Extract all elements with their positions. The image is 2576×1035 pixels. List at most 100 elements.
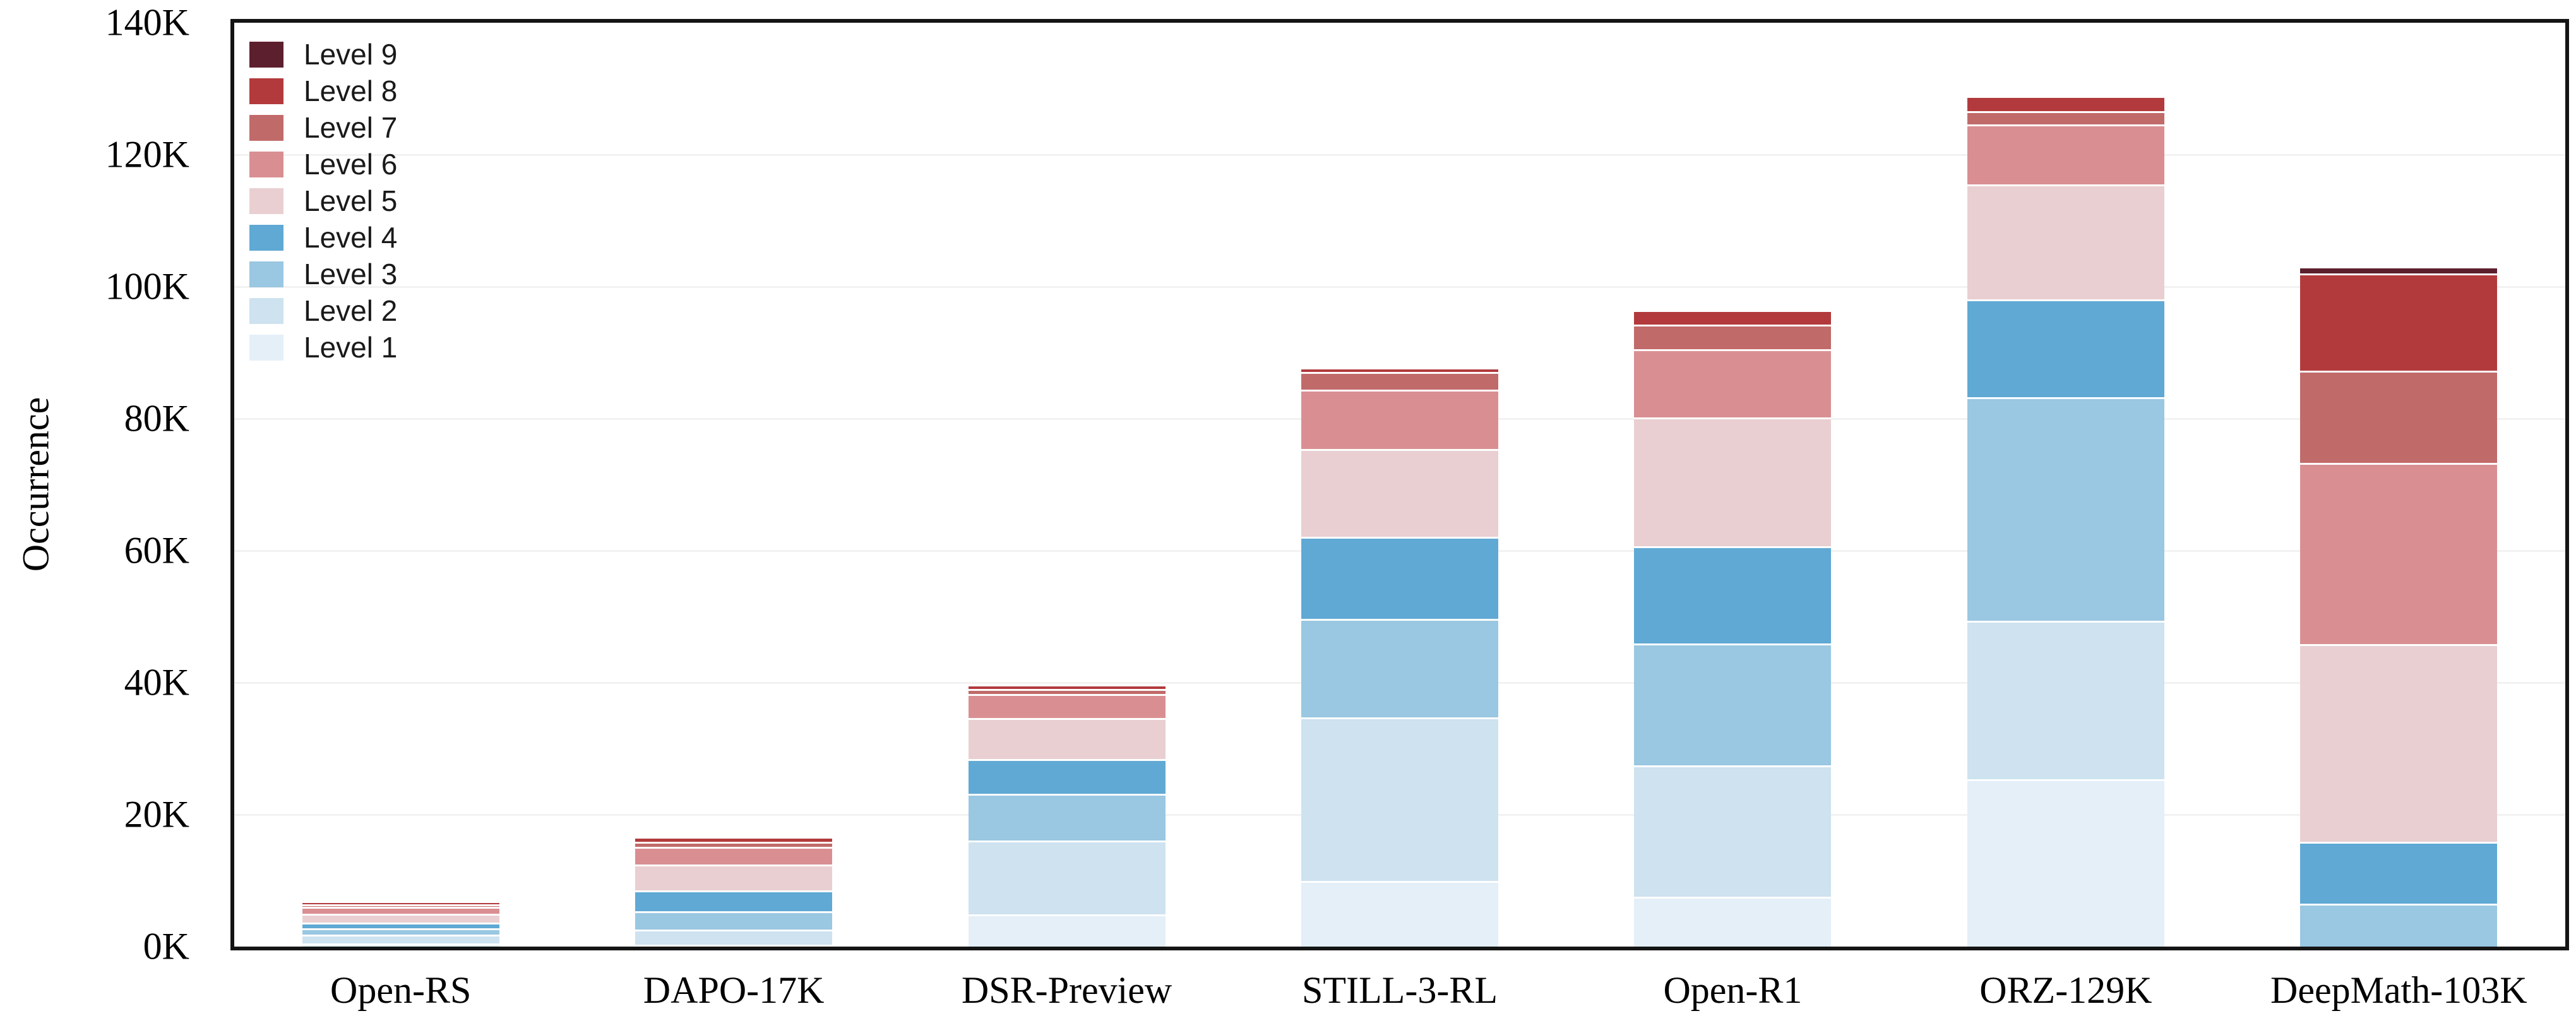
legend-item-level-4: Level 4 bbox=[249, 219, 397, 256]
legend-item-level-5: Level 5 bbox=[249, 182, 397, 219]
bar-dapo-17k-segment-level-5 bbox=[635, 864, 833, 891]
bar-deepmath-103k-segment-level-7 bbox=[2300, 370, 2498, 464]
bar-open-r1-segment-level-5 bbox=[1634, 417, 1832, 546]
gridline-120k bbox=[234, 154, 2565, 156]
bar-dsr-preview-segment-level-7 bbox=[968, 689, 1166, 694]
bar-still-3-rl-segment-level-8 bbox=[1301, 368, 1498, 372]
bar-orz-129k-segment-level-4 bbox=[1967, 299, 2164, 397]
bar-dsr-preview-segment-level-4 bbox=[968, 759, 1166, 794]
bar-deepmath-103k-segment-level-4 bbox=[2300, 841, 2498, 904]
legend-label-level-6: Level 6 bbox=[304, 148, 398, 181]
bar-dapo-17k-segment-level-3 bbox=[635, 911, 833, 930]
legend-label-level-2: Level 2 bbox=[304, 294, 398, 327]
bar-dapo-17k-segment-level-8 bbox=[635, 836, 833, 842]
x-tick-deepmath-103k: DeepMath-103K bbox=[2270, 969, 2527, 1011]
bar-still-3-rl-segment-level-1 bbox=[1301, 880, 1498, 947]
bar-open-rs-segment-level-4 bbox=[302, 922, 499, 928]
bar-deepmath-103k-segment-level-6 bbox=[2300, 463, 2498, 645]
bar-deepmath-103k-segment-level-8 bbox=[2300, 273, 2498, 371]
bar-open-rs-segment-level-2 bbox=[302, 935, 499, 944]
x-tick-still-3-rl: STILL-3-RL bbox=[1302, 969, 1498, 1011]
bar-open-r1-segment-level-8 bbox=[1634, 309, 1832, 325]
legend-swatch-level-2 bbox=[249, 297, 283, 324]
legend-label-level-7: Level 7 bbox=[304, 111, 398, 144]
bar-dapo-17k-segment-level-2 bbox=[635, 930, 833, 945]
y-tick-80k: 80K bbox=[124, 397, 189, 440]
bar-deepmath-103k-segment-level-9 bbox=[2300, 266, 2498, 274]
x-tick-dapo-17k: DAPO-17K bbox=[643, 969, 825, 1011]
bar-open-r1-segment-level-7 bbox=[1634, 324, 1832, 350]
bar-open-rs-segment-level-6 bbox=[302, 906, 499, 914]
bar-dapo-17k-segment-level-1 bbox=[635, 945, 833, 947]
bar-deepmath-103k-segment-level-5 bbox=[2300, 644, 2498, 842]
bar-open-r1-segment-level-2 bbox=[1634, 765, 1832, 897]
x-tick-dsr-preview: DSR-Preview bbox=[961, 969, 1172, 1011]
legend-item-level-9: Level 9 bbox=[249, 36, 397, 73]
legend-swatch-level-1 bbox=[249, 334, 283, 361]
bar-dapo-17k-segment-level-4 bbox=[635, 890, 833, 911]
legend-item-level-3: Level 3 bbox=[249, 256, 397, 292]
legend-label-level-1: Level 1 bbox=[304, 331, 398, 364]
bar-still-3-rl-segment-level-7 bbox=[1301, 371, 1498, 390]
bar-dapo-17k-segment-level-7 bbox=[635, 841, 833, 847]
legend-item-level-2: Level 2 bbox=[249, 292, 397, 329]
legend: Level 9 Level 8 Level 7 Level 6 Level 5 Level… bbox=[249, 36, 397, 366]
legend-item-level-7: Level 7 bbox=[249, 109, 397, 146]
y-tick-20k: 20K bbox=[124, 793, 189, 835]
bar-deepmath-103k-segment-level-3 bbox=[2300, 904, 2498, 947]
y-tick-120k: 120K bbox=[105, 133, 189, 176]
bar-open-r1-segment-level-1 bbox=[1634, 896, 1832, 947]
bar-open-rs-segment-level-3 bbox=[302, 928, 499, 935]
bar-open-rs-segment-level-8 bbox=[302, 900, 499, 905]
x-tick-open-rs: Open-RS bbox=[330, 969, 472, 1011]
legend-swatch-level-8 bbox=[249, 78, 283, 104]
legend-label-level-3: Level 3 bbox=[304, 258, 398, 290]
bar-orz-129k-segment-level-3 bbox=[1967, 397, 2164, 621]
bar-open-rs-segment-level-5 bbox=[302, 914, 499, 923]
legend-label-level-5: Level 5 bbox=[304, 184, 398, 217]
y-tick-0k: 0K bbox=[143, 925, 189, 967]
bar-orz-129k-segment-level-6 bbox=[1967, 124, 2164, 185]
y-tick-60k: 60K bbox=[124, 529, 189, 571]
legend-swatch-level-4 bbox=[249, 224, 283, 251]
bar-dsr-preview-segment-level-1 bbox=[968, 914, 1166, 947]
bar-open-r1-segment-level-6 bbox=[1634, 349, 1832, 417]
legend-swatch-level-7 bbox=[249, 114, 283, 141]
legend-item-level-8: Level 8 bbox=[249, 73, 397, 109]
bar-dsr-preview-segment-level-5 bbox=[968, 717, 1166, 760]
bar-open-r1-segment-level-3 bbox=[1634, 643, 1832, 765]
plot-area: Level 9 Level 8 Level 7 Level 6 Level 5 Level… bbox=[230, 19, 2569, 950]
gridline-100k bbox=[234, 286, 2565, 288]
bar-dsr-preview-segment-level-8 bbox=[968, 684, 1166, 690]
y-tick-40k: 40K bbox=[124, 661, 189, 703]
bar-dsr-preview-segment-level-3 bbox=[968, 793, 1166, 841]
x-tick-open-r1: Open-R1 bbox=[1663, 969, 1803, 1011]
bar-still-3-rl-segment-level-4 bbox=[1301, 537, 1498, 619]
bar-still-3-rl-segment-level-6 bbox=[1301, 390, 1498, 450]
bar-dapo-17k-segment-level-6 bbox=[635, 846, 833, 864]
bar-orz-129k-segment-level-2 bbox=[1967, 620, 2164, 779]
bar-open-rs-segment-level-7 bbox=[302, 904, 499, 907]
legend-item-level-6: Level 6 bbox=[249, 146, 397, 182]
legend-label-level-9: Level 9 bbox=[304, 38, 398, 71]
y-tick-100k: 100K bbox=[105, 265, 189, 308]
legend-label-level-4: Level 4 bbox=[304, 221, 398, 254]
legend-swatch-level-9 bbox=[249, 41, 283, 68]
bar-dsr-preview-segment-level-2 bbox=[968, 840, 1166, 914]
bar-orz-129k-segment-level-7 bbox=[1967, 111, 2164, 124]
legend-swatch-level-3 bbox=[249, 261, 283, 287]
bar-orz-129k-segment-level-1 bbox=[1967, 779, 2164, 947]
bar-still-3-rl-segment-level-2 bbox=[1301, 717, 1498, 881]
legend-item-level-1: Level 1 bbox=[249, 329, 397, 366]
bar-dsr-preview-segment-level-6 bbox=[968, 693, 1166, 718]
bar-open-rs-segment-level-1 bbox=[302, 943, 499, 947]
bar-still-3-rl-segment-level-3 bbox=[1301, 618, 1498, 718]
bar-orz-129k-segment-level-8 bbox=[1967, 96, 2164, 112]
y-tick-140k: 140K bbox=[105, 1, 189, 44]
bar-orz-129k-segment-level-5 bbox=[1967, 184, 2164, 299]
bar-still-3-rl-segment-level-5 bbox=[1301, 449, 1498, 537]
legend-swatch-level-5 bbox=[249, 188, 283, 214]
x-tick-orz-129k: ORZ-129K bbox=[1979, 969, 2152, 1011]
legend-swatch-level-6 bbox=[249, 151, 283, 177]
